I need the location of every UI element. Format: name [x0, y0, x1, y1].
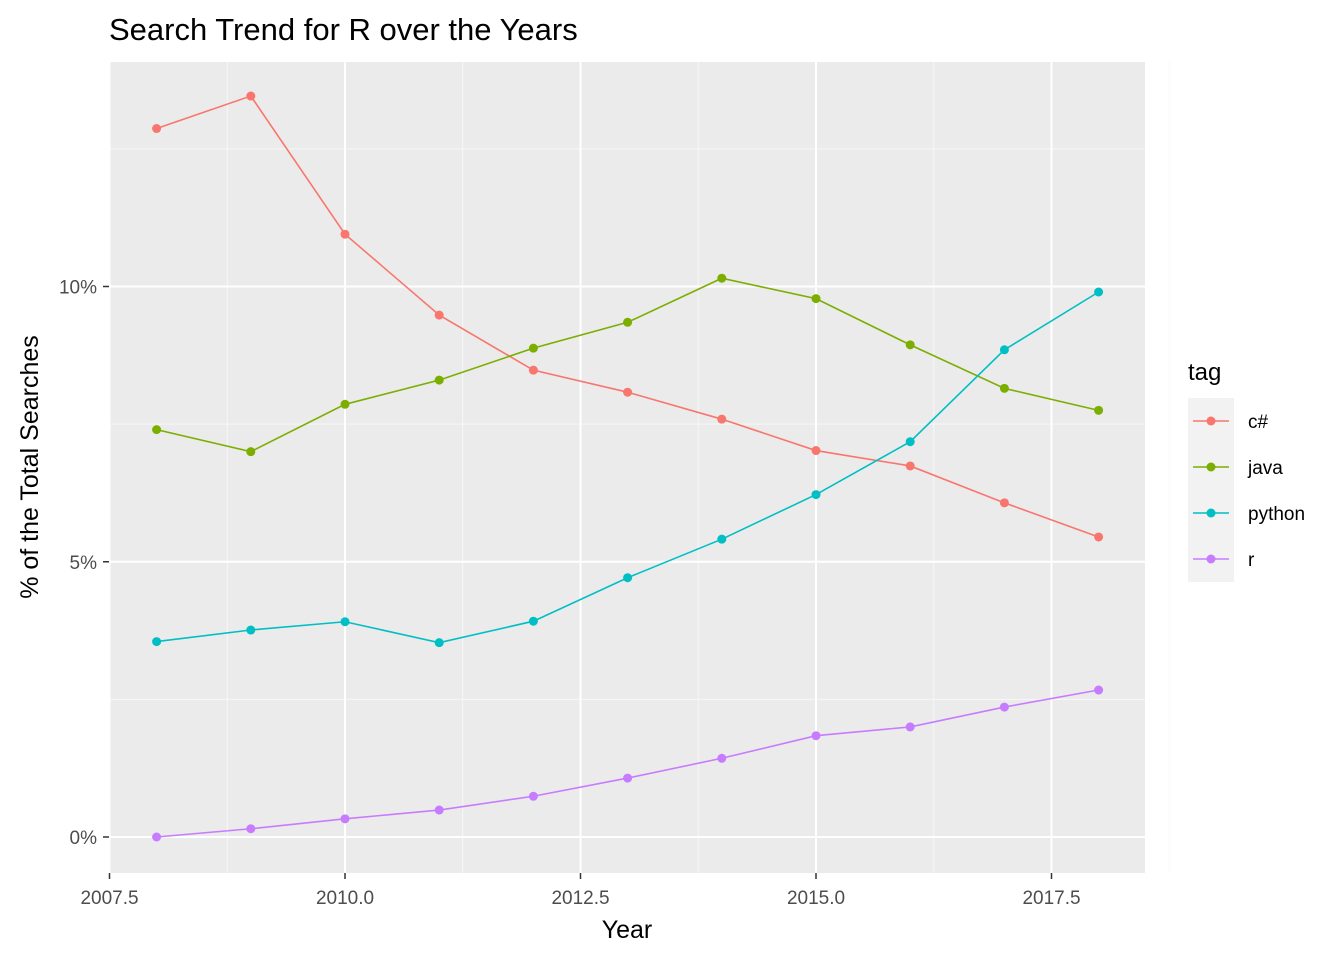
data-point-java	[152, 425, 162, 435]
data-point-r	[811, 731, 821, 741]
legend: tag c# java python r	[1188, 359, 1305, 582]
data-point-r	[528, 791, 538, 801]
data-point-python	[905, 437, 915, 447]
data-point-python	[340, 617, 350, 627]
data-point-python	[811, 490, 821, 500]
legend-key-point	[1206, 554, 1216, 564]
data-point-python	[999, 345, 1009, 355]
data-point-python	[528, 616, 538, 626]
data-point-c#	[717, 414, 727, 424]
plot-panel	[109, 62, 1145, 873]
data-point-r	[340, 814, 350, 824]
legend-key-point	[1206, 416, 1216, 426]
data-point-c#	[528, 365, 538, 375]
x-tick-label: 2012.5	[551, 888, 609, 909]
y-axis: 0% 5% 10%	[59, 278, 109, 849]
x-tick-label: 2015.0	[787, 888, 845, 909]
data-point-c#	[905, 461, 915, 471]
data-point-java	[999, 383, 1009, 393]
data-point-python	[623, 573, 633, 583]
data-point-java	[905, 340, 915, 350]
data-point-c#	[434, 310, 444, 320]
x-tick-label: 2007.5	[80, 888, 138, 909]
chart-title: Search Trend for R over the Years	[109, 12, 578, 47]
y-tick-label: 5%	[70, 553, 98, 574]
x-axis-title: Year	[602, 916, 653, 944]
data-point-r	[999, 702, 1009, 712]
data-point-r	[623, 773, 633, 783]
data-point-r	[717, 753, 727, 763]
data-point-r	[905, 722, 915, 732]
x-tick-label: 2017.5	[1022, 888, 1080, 909]
y-tick-label: 0%	[70, 828, 98, 849]
data-point-java	[246, 447, 256, 457]
major-gridlines	[108, 62, 1145, 873]
data-point-c#	[623, 387, 633, 397]
data-point-java	[1094, 405, 1104, 415]
x-tick-label: 2010.0	[316, 888, 374, 909]
data-point-c#	[811, 446, 821, 456]
data-point-c#	[340, 229, 350, 239]
legend-label: c#	[1248, 412, 1269, 433]
data-point-r	[246, 824, 256, 834]
series-layer	[152, 91, 1104, 842]
data-point-java	[528, 343, 538, 353]
data-point-c#	[246, 91, 256, 101]
data-point-java	[340, 399, 350, 409]
data-point-java	[811, 294, 821, 304]
x-axis: 2007.5 2010.0 2012.5 2015.0 2017.5	[80, 873, 1081, 909]
data-point-python	[717, 534, 727, 544]
legend-key-point	[1206, 462, 1216, 472]
data-point-python	[1094, 287, 1104, 297]
legend-label: java	[1247, 458, 1283, 479]
y-axis-title: % of the Total Searches	[16, 335, 44, 599]
data-point-python	[246, 625, 256, 635]
data-point-java	[717, 273, 727, 283]
data-point-r	[1094, 685, 1104, 695]
data-point-python	[152, 637, 162, 647]
data-point-java	[623, 317, 633, 327]
data-point-c#	[999, 498, 1009, 508]
data-point-java	[434, 375, 444, 385]
legend-title: tag	[1188, 359, 1221, 386]
data-point-r	[152, 832, 162, 842]
y-tick-label: 10%	[59, 278, 97, 299]
legend-key-point	[1206, 508, 1216, 518]
minor-gridlines	[109, 62, 1170, 873]
data-point-r	[434, 805, 444, 815]
data-point-c#	[1094, 532, 1104, 542]
legend-label: python	[1248, 504, 1305, 525]
legend-label: r	[1248, 550, 1255, 571]
data-point-python	[434, 638, 444, 648]
data-point-c#	[152, 124, 162, 134]
